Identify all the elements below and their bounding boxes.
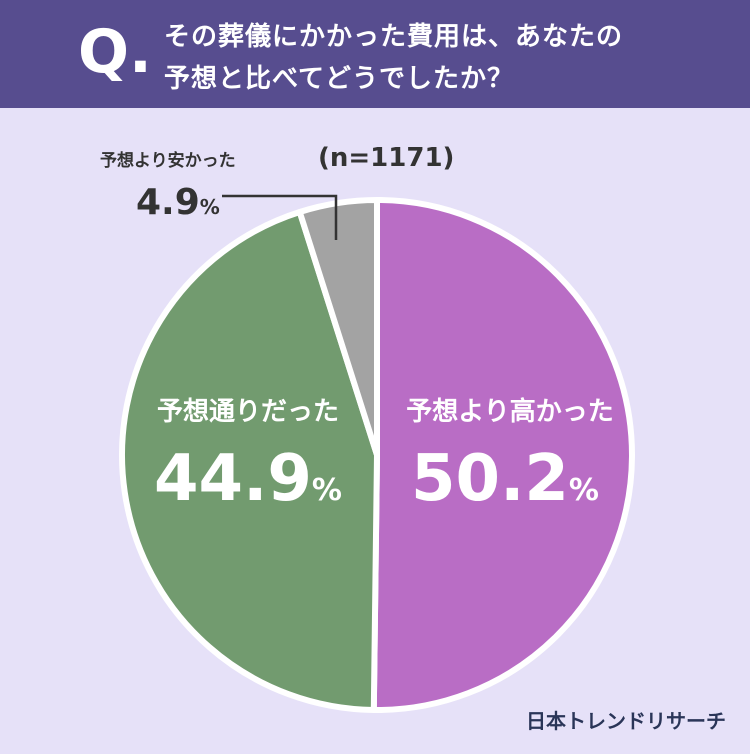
slice-label-cheaper: 予想より安かった	[100, 150, 236, 171]
slice-value-cheaper: 4.9%	[136, 182, 220, 223]
slice-label-as-expected: 予想通りだった	[157, 397, 339, 427]
sample-size-label: (n=1171)	[318, 143, 454, 173]
pie-slice-higher	[370, 197, 635, 713]
leader-line	[222, 194, 338, 240]
slice-label-higher: 予想より高かった	[406, 396, 613, 427]
brand-logo-text: 日本トレンドリサーチ	[526, 709, 726, 733]
slice-value-as-expected: 44.9%	[154, 442, 342, 516]
pie-slice-cheaper	[296, 197, 380, 458]
slice-value-higher: 50.2%	[411, 442, 599, 516]
slice-value-cheaper-suffix: %	[200, 195, 220, 219]
slice-value-cheaper-number: 4.9	[136, 182, 200, 223]
slice-value-as-expected-number: 44.9	[154, 442, 312, 516]
q-mark: Q.	[78, 17, 152, 87]
slice-value-higher-number: 50.2	[411, 442, 569, 516]
question-text-line1: その葬儀にかかった費用は、あなたの	[164, 22, 624, 52]
slice-value-higher-suffix: %	[569, 473, 599, 508]
slice-value-as-expected-suffix: %	[312, 473, 342, 508]
pie-slice-as-expected	[119, 208, 380, 713]
question-text-line2: 予想と比べてどうでしたか？	[164, 64, 514, 94]
question-header: Q. その葬儀にかかった費用は、あなたの 予想と比べてどうでしたか？	[0, 0, 750, 108]
